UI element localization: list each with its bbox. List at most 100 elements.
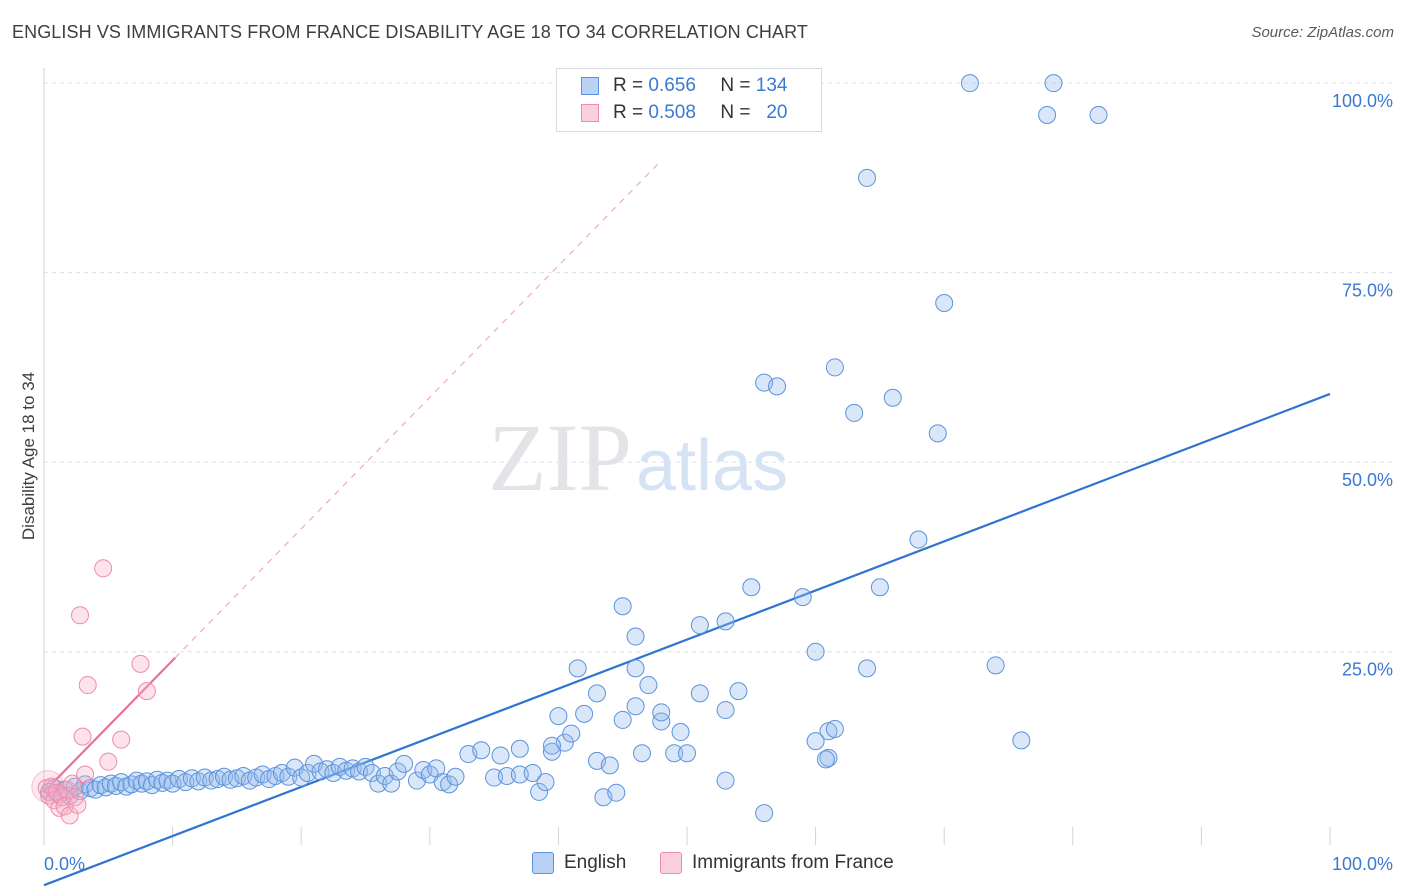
english-point — [742, 578, 761, 597]
english-point — [665, 744, 684, 763]
english-point — [542, 742, 561, 761]
france-point — [63, 774, 82, 793]
english-point — [575, 704, 594, 723]
r-label: R = — [613, 102, 644, 123]
english-point — [935, 293, 954, 312]
english-point — [587, 684, 606, 703]
english-swatch — [581, 77, 599, 95]
r-value-france: 0.508 — [648, 102, 696, 123]
france-point — [73, 727, 92, 746]
english-point — [626, 659, 645, 678]
france-points — [31, 559, 156, 825]
y-tick-label: 100.0% — [1332, 91, 1393, 111]
x-tick-label: 0.0% — [44, 854, 85, 874]
france-trend-extension — [174, 160, 662, 659]
correlation-legend: R = 0.656 N = 134 R = 0.508 N = 20 — [556, 68, 822, 132]
france-point — [112, 730, 131, 749]
english-point — [388, 762, 407, 781]
english-point — [652, 712, 671, 731]
trend-lines — [43, 160, 1331, 887]
english-point — [1044, 74, 1063, 93]
english-point — [491, 746, 510, 765]
france-swatch — [660, 852, 682, 874]
english-point — [858, 659, 877, 678]
y-axis-label: Disability Age 18 to 34 — [19, 372, 38, 540]
france-point — [137, 682, 156, 701]
english-point — [716, 612, 735, 631]
y-tick-label: 50.0% — [1342, 470, 1393, 490]
france-trend-line — [43, 656, 176, 793]
english-point — [350, 762, 369, 781]
english-point — [536, 773, 555, 792]
english-point — [716, 701, 735, 720]
france-point — [131, 654, 150, 673]
english-point — [472, 741, 491, 760]
english-point — [825, 720, 844, 739]
english-point — [825, 358, 844, 377]
watermark-zip: ZIP — [488, 404, 632, 511]
english-point — [652, 703, 671, 722]
english-point — [1012, 731, 1031, 750]
english-point — [639, 676, 658, 695]
english-point — [613, 710, 632, 729]
english-point — [845, 403, 864, 422]
english-point — [626, 697, 645, 716]
english-point — [234, 767, 253, 786]
english-point — [870, 578, 889, 597]
english-point — [858, 168, 877, 187]
france-point — [68, 795, 87, 814]
watermark: ZIP atlas — [488, 404, 788, 511]
france-point — [78, 676, 97, 695]
english-point — [292, 768, 311, 787]
english-point — [909, 530, 928, 549]
france-point — [99, 752, 118, 771]
english-point — [395, 754, 414, 773]
english-point — [755, 804, 774, 823]
english-point — [440, 775, 459, 794]
english-point — [1089, 105, 1108, 124]
english-point — [671, 723, 690, 742]
tick-labels: 25.0% 50.0% 75.0% 100.0% 0.0% 100.0% — [44, 91, 1393, 874]
series-legend: English Immigrants from France — [0, 852, 1406, 878]
source-label: Source: ZipAtlas.com — [1251, 24, 1394, 41]
grid-lines — [44, 82, 1395, 653]
english-point — [562, 724, 581, 743]
watermark-atlas: atlas — [636, 426, 788, 506]
legend-item-france[interactable]: Immigrants from France — [660, 852, 894, 874]
english-point — [542, 736, 561, 755]
r-value-english: 0.656 — [648, 75, 696, 96]
english-point — [928, 424, 947, 443]
english-point — [729, 682, 748, 701]
english-point — [816, 750, 835, 769]
english-point — [530, 782, 549, 801]
y-tick-label: 25.0% — [1342, 660, 1393, 680]
english-point — [806, 732, 825, 751]
english-point — [510, 739, 529, 758]
english-point — [607, 783, 626, 802]
english-point — [369, 774, 388, 793]
english-point — [613, 597, 632, 616]
english-point — [253, 765, 272, 784]
english-point — [485, 768, 504, 787]
france-point — [71, 606, 90, 625]
english-point — [158, 771, 177, 790]
english-swatch — [532, 852, 554, 874]
x-tick-label: 100.0% — [1332, 854, 1393, 874]
english-point — [632, 744, 651, 763]
legend-row-english: R = 0.656 N = 134 — [581, 73, 787, 99]
france-swatch — [581, 104, 599, 122]
english-point — [523, 763, 542, 782]
english-point — [626, 627, 645, 646]
english-point — [690, 616, 709, 635]
english-point — [510, 765, 529, 784]
english-point — [793, 588, 812, 607]
n-value-english: 134 — [755, 75, 788, 96]
legend-row-france: R = 0.508 N = 20 — [581, 100, 787, 126]
english-point — [414, 760, 433, 779]
english-point — [446, 767, 465, 786]
english-point — [716, 771, 735, 790]
r-label: R = — [613, 75, 644, 96]
legend-item-english[interactable]: English — [532, 852, 626, 874]
english-point — [883, 388, 902, 407]
